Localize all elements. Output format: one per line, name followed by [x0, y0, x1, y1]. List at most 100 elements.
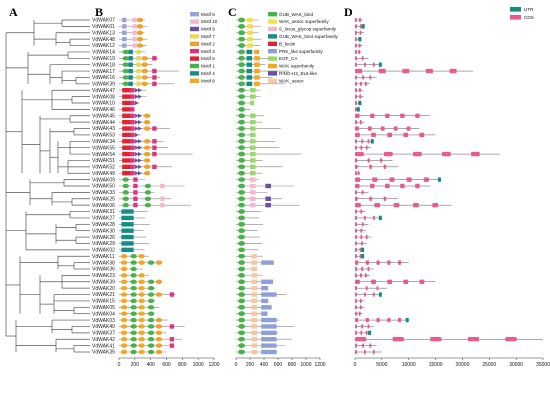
axis-b-tick-label: 400	[146, 362, 155, 368]
cds-exon	[413, 151, 422, 157]
panel-label-d: D	[344, 5, 353, 19]
domain-legend-swatch	[268, 34, 277, 39]
motif-mark	[138, 324, 145, 329]
gene-name: VdWAK19	[92, 56, 115, 62]
gene-name: VdWAK12	[92, 43, 115, 49]
motif-mark	[122, 145, 127, 150]
cds-exon	[357, 171, 360, 176]
cds-exon	[365, 81, 367, 87]
motif-mark	[126, 139, 131, 144]
domain-mark	[251, 285, 257, 291]
motif-mark	[120, 254, 128, 259]
motif-mark	[152, 145, 157, 150]
domain-mark	[238, 138, 246, 144]
domain-mark	[238, 215, 246, 221]
domain-mark	[238, 336, 246, 342]
motif-mark	[147, 292, 155, 297]
gene-name: VdWAK34	[92, 139, 115, 145]
motif-mark	[138, 337, 145, 342]
utr-block	[361, 24, 365, 29]
cds-exon	[392, 337, 404, 342]
cds-exon	[425, 68, 433, 74]
cds-exon	[355, 24, 357, 29]
cds-exon	[384, 151, 393, 157]
domain-mark	[238, 158, 246, 163]
cds-exon	[406, 126, 411, 131]
motif-mark	[147, 317, 155, 323]
domain-legend-swatch	[268, 78, 277, 83]
motif-mark	[126, 119, 131, 125]
motif-mark	[152, 75, 157, 80]
motif-mark	[126, 132, 131, 138]
motif-mark	[121, 234, 126, 240]
gene-name: VdWAK08	[92, 94, 115, 100]
domain-mark	[254, 68, 260, 74]
domain-legend-label: GUB_WAK_bind superfamily	[279, 34, 339, 39]
motif-mark	[130, 100, 135, 106]
domain-mark	[247, 36, 253, 42]
cds-exon	[355, 75, 357, 80]
motif-mark	[120, 298, 128, 304]
motif-mark	[120, 279, 128, 284]
motif-mark	[144, 196, 152, 201]
axis-b-tick-label: 0	[118, 362, 121, 368]
motif-mark	[122, 62, 129, 67]
motif-mark	[120, 330, 128, 336]
motif-mark	[160, 202, 165, 208]
cds-exon	[355, 100, 357, 106]
cds-exon	[360, 228, 363, 233]
domain-mark	[250, 113, 256, 118]
cds-exon	[413, 202, 419, 208]
domain-mark	[238, 87, 246, 93]
gene-name: VdWAK09	[92, 177, 115, 183]
motif-mark	[138, 279, 145, 284]
cds-exon	[362, 343, 365, 348]
domain-mark	[238, 100, 246, 106]
motif-mark	[122, 107, 127, 112]
cds-exon	[449, 68, 457, 74]
domain-mark	[265, 196, 271, 201]
domain-mark	[238, 132, 246, 138]
structure-legend-label: UTR	[524, 7, 534, 12]
motif-mark	[136, 36, 144, 42]
domain-mark	[250, 177, 256, 182]
gene-name: VdWAK47	[92, 88, 115, 94]
domain-mark	[238, 317, 246, 323]
motif-mark	[122, 75, 129, 80]
motif-mark	[122, 24, 127, 29]
domain-mark	[261, 330, 277, 336]
motif-mark	[134, 151, 139, 157]
cds-exon	[355, 196, 358, 201]
structure-legend-label: CDS	[524, 15, 534, 20]
motif-mark	[128, 68, 133, 74]
motif-mark	[144, 190, 152, 195]
motif-mark	[122, 183, 129, 189]
motif-mark	[120, 273, 128, 278]
cds-exon	[355, 305, 357, 310]
motif-mark	[169, 337, 175, 342]
motif-mark	[126, 113, 131, 118]
motif-mark	[120, 260, 128, 265]
motif-mark	[128, 81, 133, 87]
axis-d-tick-label: 5000	[376, 362, 387, 368]
domain-mark	[238, 241, 246, 246]
motif-mark	[130, 324, 137, 329]
domain-mark	[261, 285, 269, 291]
motif-legend-label: Motif 5	[201, 56, 215, 61]
gene-name: VdWAK10	[92, 101, 115, 107]
gene-name: VdWAK16	[92, 75, 115, 81]
motif-mark	[130, 113, 135, 118]
motif-mark	[122, 171, 127, 176]
domain-legend-label: WAK_assoc superfamily	[279, 19, 329, 24]
domain-mark	[250, 190, 256, 195]
cds-exon	[430, 337, 442, 342]
motif-mark	[126, 100, 131, 106]
motif-mark	[141, 75, 148, 80]
motif-mark	[122, 56, 129, 61]
domain-mark	[238, 202, 246, 208]
domain-mark	[238, 126, 246, 131]
motif-mark	[136, 56, 141, 61]
domain-mark	[238, 260, 246, 266]
domain-mark	[238, 298, 246, 304]
motif-mark	[132, 24, 137, 29]
